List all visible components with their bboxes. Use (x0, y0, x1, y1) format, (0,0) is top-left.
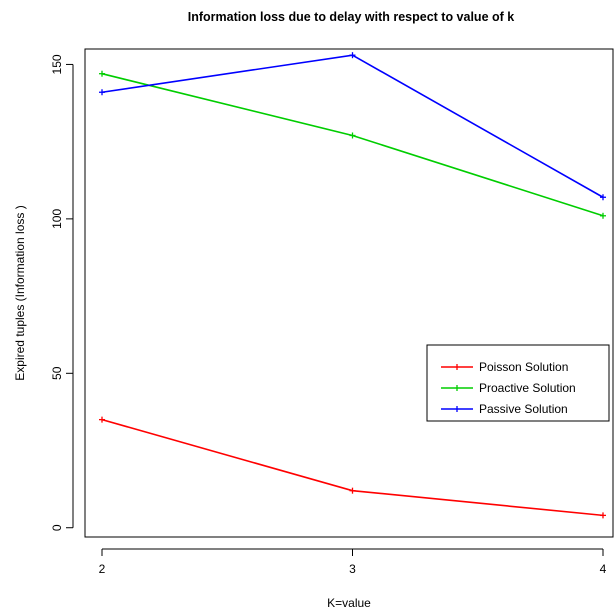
legend: Poisson Solution Proactive Solution Passiv… (426, 344, 610, 422)
data-point (349, 487, 356, 494)
x-tick-label: 2 (99, 562, 106, 576)
series-layer (99, 52, 606, 519)
legend-label: Poisson Solution (479, 360, 568, 374)
data-point (600, 194, 606, 201)
y-axis: 0 50 100 150 (50, 54, 74, 531)
series-line (101, 72, 604, 217)
plot-frame (84, 48, 614, 538)
data-point (349, 52, 356, 59)
series-proactive-solution (99, 70, 606, 219)
legend-box (426, 344, 610, 422)
y-tick-label: 50 (50, 366, 64, 380)
y-tick-label: 100 (50, 209, 64, 229)
series-line (101, 54, 604, 198)
series-poisson-solution (99, 416, 606, 519)
legend-item: Poisson Solution (441, 360, 568, 374)
x-axis-label: K=value (327, 596, 371, 610)
legend-label: Proactive Solution (479, 381, 576, 395)
legend-item: Proactive Solution (441, 381, 576, 395)
y-tick-label: 150 (50, 54, 64, 74)
data-point (99, 70, 105, 77)
y-axis-label: Expired tuples (Information loss ) (13, 205, 27, 380)
data-point (349, 132, 356, 139)
legend-item: Passive Solution (441, 402, 568, 416)
data-point (99, 416, 105, 423)
x-axis: 2 3 4 (99, 548, 607, 576)
data-point (99, 89, 105, 96)
y-tick-label: 0 (50, 524, 64, 531)
chart-title: Information loss due to delay with respe… (188, 10, 514, 24)
x-tick-label: 4 (600, 562, 607, 576)
x-tick-label: 3 (349, 562, 356, 576)
legend-label: Passive Solution (479, 402, 568, 416)
data-point (600, 212, 606, 219)
series-passive-solution (99, 52, 606, 201)
series-line (101, 418, 604, 517)
data-point (600, 512, 606, 519)
